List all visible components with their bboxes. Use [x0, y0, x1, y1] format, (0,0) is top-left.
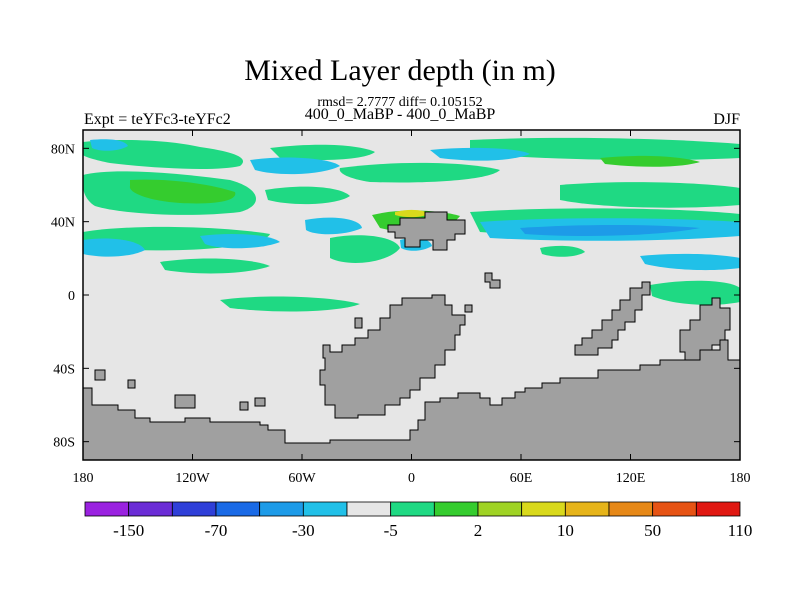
colorbar-label: 110: [728, 521, 753, 540]
colorbar: -150 -70 -30 -5 2 10 50 110: [84, 501, 753, 540]
x-tick-label: 120E: [616, 471, 646, 486]
colorbar-swatch: [128, 501, 173, 517]
y-tick-label: 80N: [51, 142, 75, 157]
colorbar-swatch: [652, 501, 697, 517]
colorbar-swatch: [302, 501, 348, 517]
x-tick-label: 120W: [175, 471, 210, 486]
x-tick-label: 60W: [288, 471, 316, 486]
colorbar-swatch: [390, 501, 435, 517]
colorbar-swatch: [521, 501, 566, 517]
colorbar-label: -70: [205, 521, 228, 540]
colorbar-label: -150: [113, 521, 144, 540]
colorbar-swatch: [608, 501, 654, 517]
colorbar-label: -30: [292, 521, 315, 540]
y-tick-label: 40S: [53, 362, 75, 377]
colorbar-swatch: [477, 501, 523, 517]
x-tick-label: 180: [730, 471, 751, 486]
negative-anomaly-patches: [83, 139, 740, 271]
land-mask: [82, 211, 741, 461]
experiment-label: Expt = teYFc3-teYFc2: [84, 111, 231, 128]
y-tick-label: 40N: [51, 216, 75, 231]
x-tick-label: 60E: [510, 471, 533, 486]
x-tick-label: 0: [408, 471, 415, 486]
colorbar-swatch: [346, 501, 392, 517]
y-axis: 80N 40N 0 40S 80S: [51, 142, 740, 451]
chart-title: Mixed Layer depth (in m): [244, 54, 556, 87]
colorbar-swatch: [695, 501, 741, 517]
colorbar-swatch: [171, 501, 217, 517]
stats-label: rmsd= 2.7777 diff= 0.105152: [317, 95, 483, 110]
y-tick-label: 0: [68, 289, 75, 304]
colorbar-label: 2: [474, 521, 483, 540]
map-panel: [82, 129, 741, 461]
x-tick-label: 180: [73, 471, 94, 486]
y-tick-label: 80S: [53, 436, 75, 451]
season-label: DJF: [713, 111, 740, 128]
x-axis: 180 120W 60W 0 60E 120E 180: [73, 130, 751, 486]
colorbar-label: 10: [557, 521, 574, 540]
colorbar-swatch: [259, 501, 304, 517]
subtitle-label: 400_0_MaBP - 400_0_MaBP: [304, 106, 496, 123]
colorbar-label: 50: [644, 521, 661, 540]
colorbar-swatch: [433, 501, 479, 517]
colorbar-swatch: [564, 501, 610, 517]
colorbar-swatch: [84, 501, 130, 517]
colorbar-swatch: [215, 501, 261, 517]
colorbar-label: -5: [384, 521, 398, 540]
